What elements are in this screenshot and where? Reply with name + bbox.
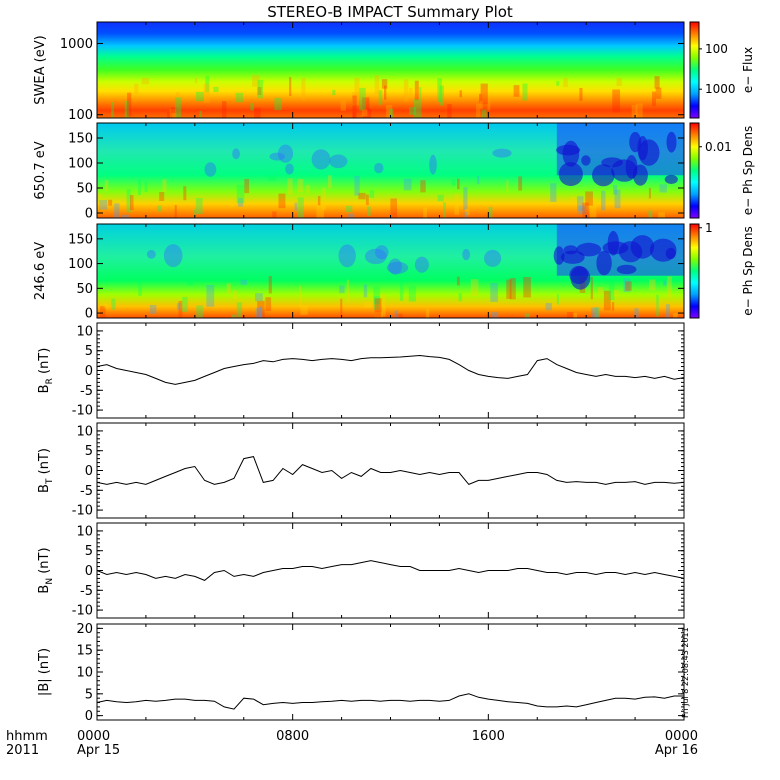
y-tick-label: 0 — [85, 364, 93, 379]
y-axis-label: BN (nT) — [37, 547, 55, 593]
y-tick-label: 0 — [85, 207, 93, 222]
spectrogram-texture — [111, 75, 662, 118]
y-tick-label: 10 — [76, 324, 93, 339]
panel-7: 0 5 10 15 20 |B| (nT) — [37, 622, 685, 724]
x-tick-label-date: Apr 15 — [77, 743, 120, 758]
y-tick-label: -5 — [80, 484, 93, 499]
low-density-patches — [146, 224, 684, 290]
y-tick-label: 0 — [85, 307, 93, 322]
y-tick-label: 50 — [76, 282, 93, 297]
y-tick-label: 5 — [85, 544, 93, 559]
y-tick-label: 50 — [76, 182, 93, 197]
y-axis-label: |B| (nT) — [37, 648, 52, 696]
footer-hhmm: hhmm — [6, 729, 48, 744]
y-axis-label: 650.7 eV — [33, 141, 48, 199]
panel-4: -10 -5 0 5 10 BR (nT) — [37, 322, 685, 419]
spectrogram-texture — [97, 175, 667, 218]
colorbar — [689, 122, 700, 219]
plot-area — [97, 323, 684, 418]
x-tick-label-time: 0800 — [276, 729, 309, 744]
y-axis-label: BR (nT) — [37, 348, 55, 394]
x-tick-label-date: Apr 16 — [655, 743, 698, 758]
colorbar-tick-label: 1000 — [705, 82, 736, 96]
y-tick-label: 0 — [85, 464, 93, 479]
panel-1: 100 1000 e− Flux 100 1000 SWEA (eV) — [33, 21, 755, 123]
panel-3: 1 e− Ph Sp Dens 0 50 100 150 246.6 eV — [33, 221, 755, 322]
y-axis-label: BT (nT) — [37, 448, 55, 493]
y-tick-label: 1000 — [60, 37, 93, 52]
x-tick-label-time: 0000 — [665, 729, 698, 744]
series-line — [96, 354, 685, 385]
colorbar-tick-label: 0.01 — [705, 140, 732, 154]
x-tick-label-time: 0000 — [77, 729, 110, 744]
y-tick-label: 10 — [76, 666, 93, 681]
spectrogram-texture — [100, 276, 678, 318]
timestamp-stamp: Fri Jul 8 22:08:43 2011 — [681, 627, 690, 718]
panel-6: -10 -5 0 5 10 BN (nT) — [37, 522, 685, 619]
y-axis-label: 246.6 eV — [33, 242, 48, 300]
plot-title: STEREO-B IMPACT Summary Plot — [267, 3, 513, 21]
series-line — [96, 560, 685, 581]
y-tick-label: 10 — [76, 424, 93, 439]
y-axis-label: SWEA (eV) — [33, 35, 48, 104]
y-tick-label: 5 — [85, 344, 93, 359]
y-tick-label: -10 — [72, 604, 93, 619]
panel-2: 0.01 e− Ph Sp Dens 0 50 100 150 650.7 eV — [33, 122, 755, 222]
y-tick-label: -10 — [72, 404, 93, 419]
y-tick-label: 100 — [68, 108, 93, 123]
colorbar-tick-label: 100 — [705, 42, 728, 56]
y-tick-label: 15 — [76, 644, 93, 659]
y-tick-label: 5 — [85, 444, 93, 459]
y-tick-label: 100 — [68, 257, 93, 272]
plot-area — [97, 423, 684, 518]
series-line — [96, 456, 685, 486]
colorbar-label: e− Ph Sp Dens — [741, 126, 755, 215]
plot-area — [97, 523, 684, 618]
y-tick-label: 150 — [68, 132, 93, 147]
colorbar — [689, 223, 700, 319]
y-tick-label: 5 — [85, 687, 93, 702]
y-tick-label: 150 — [68, 232, 93, 247]
y-tick-label: -10 — [72, 504, 93, 519]
y-tick-label: 0 — [85, 709, 93, 724]
y-tick-label: -5 — [80, 384, 93, 399]
spectrogram-image — [97, 22, 684, 118]
footer-year: 2011 — [6, 743, 39, 758]
y-tick-label: 20 — [76, 622, 93, 637]
y-tick-label: 10 — [76, 524, 93, 539]
colorbar — [689, 21, 700, 119]
y-tick-label: 0 — [85, 564, 93, 579]
plot-area — [97, 624, 684, 720]
colorbar-tick-label: 1 — [705, 221, 713, 235]
colorbar-label: e− Flux — [741, 47, 755, 93]
colorbar-label: e− Ph Sp Dens — [741, 226, 755, 315]
y-tick-label: -5 — [80, 584, 93, 599]
y-tick-label: 100 — [68, 157, 93, 172]
low-density-patches — [204, 123, 684, 187]
x-tick-label-time: 1600 — [472, 729, 505, 744]
panel-5: -10 -5 0 5 10 BT (nT) — [37, 422, 685, 519]
series-line — [96, 693, 684, 710]
